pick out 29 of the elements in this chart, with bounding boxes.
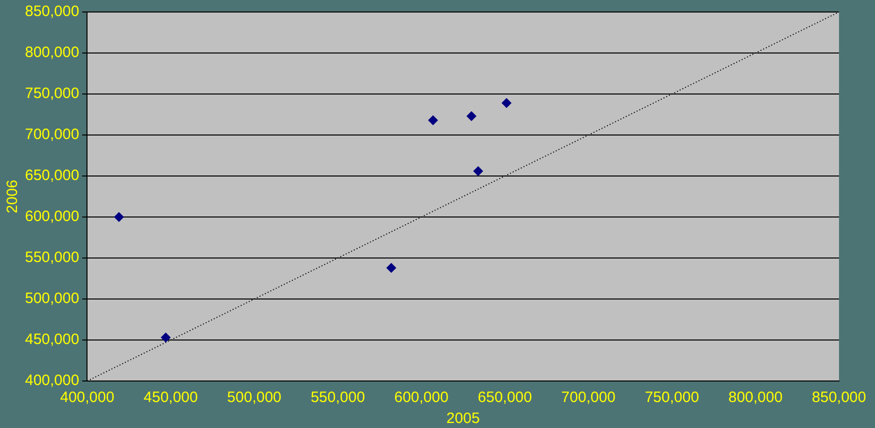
x-axis-title: 2005 [446,410,480,428]
y-tick-label: 600,000 [24,208,80,226]
point [160,332,171,343]
point [473,166,484,176]
x-tick-label: 750,000 [644,389,700,406]
point [114,212,124,222]
y-tick-label: 400,000 [24,372,80,390]
x-tick-label: 450,000 [144,389,198,406]
y-tick-label: 700,000 [24,126,80,144]
point [428,115,438,126]
y-tick-label: 850,000 [24,3,80,20]
x-tick-label: 400,000 [60,389,114,406]
y-axis-title: 2006 [4,180,22,214]
x-tick-label: 700,000 [561,389,616,406]
y-tick-label: 450,000 [24,331,80,348]
x-tick-label: 600,000 [394,389,448,406]
y-tick-label: 550,000 [24,249,80,266]
point [466,111,476,122]
y-tick-label: 750,000 [24,85,80,102]
point [502,98,512,108]
y-tick-label: 800,000 [24,44,80,62]
x-tick-label: 550,000 [310,389,365,406]
y-tick-label: 500,000 [24,290,80,308]
y-tick-label: 650,000 [24,167,80,184]
x-tick-label: 500,000 [227,389,282,406]
x-tick-label: 850,000 [812,389,866,406]
x-tick-label: 650,000 [478,389,532,406]
x-tick-label: 800,000 [728,389,783,406]
point [386,262,396,273]
